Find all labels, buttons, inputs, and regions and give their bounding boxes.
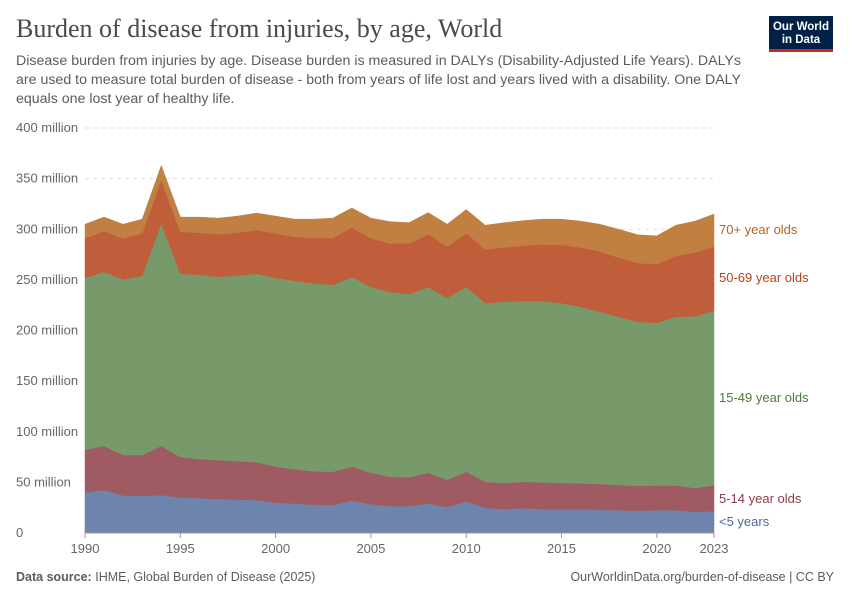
y-tick-label: 0 bbox=[16, 525, 23, 540]
x-tick-label: 2000 bbox=[261, 541, 290, 556]
y-tick-label: 100 million bbox=[16, 424, 78, 439]
x-tick-label: 2015 bbox=[547, 541, 576, 556]
x-tick-label: 2005 bbox=[356, 541, 385, 556]
y-tick-label: 250 million bbox=[16, 272, 78, 287]
owid-logo[interactable]: Our World in Data bbox=[769, 16, 833, 52]
x-tick-label: 2020 bbox=[642, 541, 671, 556]
x-tick-label: 2023 bbox=[700, 541, 729, 556]
x-tick-label: 1995 bbox=[166, 541, 195, 556]
source-text[interactable]: IHME, Global Burden of Disease (2025) bbox=[95, 570, 316, 584]
series-label: <5 years bbox=[719, 514, 770, 529]
y-tick-label: 200 million bbox=[16, 323, 78, 338]
area-70-year-olds bbox=[84, 164, 715, 265]
footer-url[interactable]: OurWorldinData.org/burden-of-disease | C… bbox=[570, 570, 834, 584]
series-label: 50-69 year olds bbox=[719, 270, 809, 285]
source-label: Data source: bbox=[16, 570, 92, 584]
chart-subtitle: Disease burden from injuries by age. Dis… bbox=[16, 53, 741, 107]
chart-title: Burden of disease from injuries, by age,… bbox=[16, 14, 503, 43]
series-label: 15-49 year olds bbox=[719, 390, 809, 405]
series-label: 70+ year olds bbox=[719, 222, 798, 237]
y-tick-label: 150 million bbox=[16, 373, 78, 388]
data-source: Data source: IHME, Global Burden of Dise… bbox=[16, 570, 315, 584]
logo-text: Our World in Data bbox=[772, 21, 829, 46]
y-tick-label: 300 million bbox=[16, 221, 78, 236]
y-tick-label: 50 million bbox=[16, 474, 71, 489]
series-label: 5-14 year olds bbox=[719, 491, 802, 506]
y-tick-label: 350 million bbox=[16, 171, 78, 186]
y-tick-label: 400 million bbox=[16, 120, 78, 135]
x-tick-label: 2010 bbox=[452, 541, 481, 556]
x-tick-label: 1990 bbox=[71, 541, 100, 556]
